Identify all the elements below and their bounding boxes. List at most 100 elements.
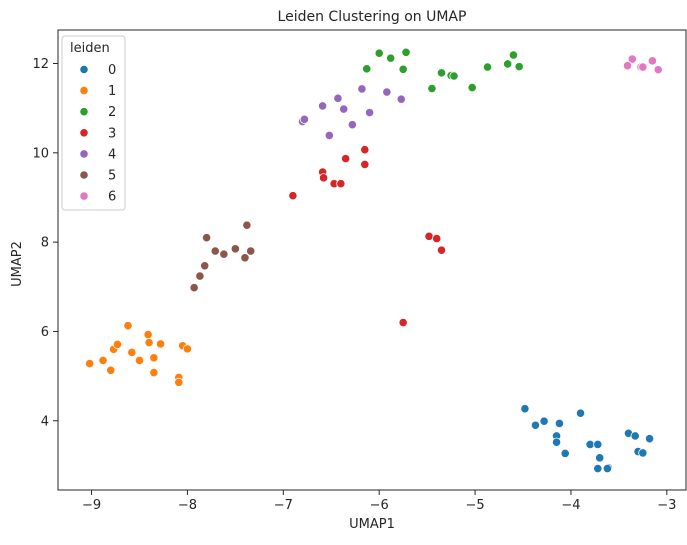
data-point xyxy=(155,339,166,349)
data-point xyxy=(595,453,605,463)
legend-marker xyxy=(79,170,89,180)
data-point xyxy=(638,62,648,72)
chart-title: Leiden Clustering on UMAP xyxy=(278,9,467,25)
data-point xyxy=(382,87,392,97)
data-point xyxy=(386,53,396,63)
data-point xyxy=(195,271,205,281)
data-point xyxy=(530,420,541,430)
data-point xyxy=(638,448,648,458)
x-axis-ticks: −9 −8 −7 −6 −5 −4 −3 xyxy=(82,490,676,513)
data-point xyxy=(653,65,663,75)
data-point xyxy=(365,108,375,118)
data-point xyxy=(627,54,637,64)
data-point xyxy=(520,404,530,414)
x-tick-label: −8 xyxy=(178,498,197,513)
x-tick-label: −6 xyxy=(370,498,389,513)
legend: leiden 0 1 2 3 4 5 6 xyxy=(61,35,126,211)
data-point xyxy=(622,61,633,71)
x-tick-label: −9 xyxy=(82,498,101,513)
data-point xyxy=(551,437,562,447)
data-point xyxy=(200,261,210,271)
legend-label: 0 xyxy=(108,63,116,78)
data-point xyxy=(106,365,116,375)
data-point xyxy=(347,120,357,130)
data-point xyxy=(360,159,370,170)
legend-items: 0 1 2 3 4 5 6 xyxy=(79,63,116,205)
data-point xyxy=(424,231,434,241)
data-point xyxy=(482,62,493,72)
data-point xyxy=(514,62,524,72)
data-point xyxy=(630,431,640,441)
data-point xyxy=(174,377,184,387)
legend-label: 4 xyxy=(108,147,116,162)
data-point xyxy=(240,253,250,263)
y-tick-label: 6 xyxy=(41,325,49,340)
data-point xyxy=(593,439,603,450)
data-point xyxy=(398,317,408,328)
data-point xyxy=(127,347,137,358)
data-point xyxy=(398,64,408,74)
data-point xyxy=(144,338,154,348)
plot-frame xyxy=(57,29,687,491)
legend-marker xyxy=(79,128,89,138)
data-point xyxy=(560,448,570,458)
legend-title: leiden xyxy=(70,41,110,56)
data-point xyxy=(374,48,384,58)
data-point xyxy=(467,83,477,93)
data-point xyxy=(324,130,334,140)
points-layer xyxy=(85,47,663,474)
legend-marker xyxy=(79,64,89,75)
y-tick-label: 12 xyxy=(32,57,49,72)
data-point xyxy=(210,246,220,256)
data-point xyxy=(242,220,252,230)
data-point xyxy=(288,191,298,201)
y-axis-ticks: 4 6 8 10 12 xyxy=(32,57,58,429)
data-point xyxy=(647,56,658,66)
legend-marker xyxy=(79,107,89,117)
data-point xyxy=(401,47,411,57)
y-tick-label: 8 xyxy=(41,236,49,251)
data-point xyxy=(189,283,199,293)
x-tick-label: −4 xyxy=(561,498,580,513)
legend-marker xyxy=(79,191,89,201)
data-point xyxy=(219,249,229,259)
data-point xyxy=(149,367,159,378)
data-point xyxy=(134,355,145,366)
legend-label: 6 xyxy=(108,190,116,205)
data-point xyxy=(336,179,346,189)
legend-marker xyxy=(79,149,89,159)
y-tick-label: 10 xyxy=(32,146,49,161)
legend-box xyxy=(61,35,126,211)
legend-marker xyxy=(79,86,89,96)
data-point xyxy=(182,344,193,354)
data-point xyxy=(333,93,343,103)
data-point xyxy=(112,339,123,350)
legend-label: 3 xyxy=(108,126,116,141)
data-point xyxy=(246,246,256,256)
data-point xyxy=(554,418,565,429)
data-point xyxy=(230,244,240,254)
data-point xyxy=(396,94,406,104)
legend-label: 1 xyxy=(108,84,116,99)
data-point xyxy=(299,114,310,124)
data-point xyxy=(357,84,367,94)
data-point xyxy=(202,233,212,243)
data-point xyxy=(575,408,586,418)
x-tick-label: −5 xyxy=(465,498,484,513)
data-point xyxy=(149,353,159,363)
data-point xyxy=(585,439,595,450)
data-point xyxy=(644,434,655,444)
data-point xyxy=(143,329,153,340)
data-point xyxy=(508,50,519,60)
data-point xyxy=(593,463,603,474)
x-axis-label: UMAP1 xyxy=(349,517,395,532)
y-tick-label: 4 xyxy=(41,414,49,429)
data-point xyxy=(436,68,447,78)
data-point xyxy=(436,245,447,255)
data-point xyxy=(449,71,459,81)
data-point xyxy=(427,83,437,94)
data-point xyxy=(360,145,370,155)
data-point xyxy=(432,233,442,244)
data-point xyxy=(341,154,351,164)
data-point xyxy=(318,173,329,183)
